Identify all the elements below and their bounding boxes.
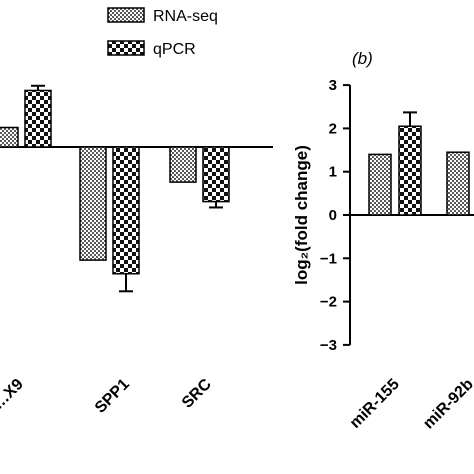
panel-b-y-tick-label: −2 xyxy=(320,294,337,311)
category-label-spp1: SPP1 xyxy=(92,376,133,417)
panel-b-chart: (b) log₂(fold change) 3 2 1 0 −1 −2 −3 miR-155… xyxy=(292,49,474,432)
bar-qpcr-spp1 xyxy=(112,146,140,275)
panel-b-y-tick-label: 2 xyxy=(329,120,337,137)
bar-qpcr-x9 xyxy=(24,89,52,148)
category-label-x9: …X9 xyxy=(0,376,27,413)
panel-b-y-tick-label: 0 xyxy=(329,207,337,224)
legend-label-rna-seq: RNA-seq xyxy=(153,8,218,25)
panel-b-y-tick-label: 1 xyxy=(329,164,337,181)
bar-rna-seq-spp1 xyxy=(79,146,107,261)
panel-b-y-tick-label: −1 xyxy=(320,250,337,267)
category-label-src: SRC xyxy=(179,375,215,411)
panel-b-y-tick-label: −3 xyxy=(320,337,337,354)
bar-qpcr-src xyxy=(202,146,230,203)
panel-b-label: (b) xyxy=(352,49,373,68)
panel-b-y-axis-title: log₂(fold change) xyxy=(292,145,311,285)
legend-label-qpcr: qPCR xyxy=(153,41,196,58)
category-label-mir-92b: miR-92b xyxy=(420,376,474,433)
panel-b-y-tick-label: 3 xyxy=(329,77,337,94)
panel-a-chart: …X9 SPP1 SRC xyxy=(0,84,273,417)
category-label-mir-155: miR-155 xyxy=(347,376,403,432)
legend-swatch-qpcr xyxy=(107,40,145,56)
bar-rna-seq-src xyxy=(169,146,197,183)
legend: RNA-seq qPCR xyxy=(107,7,218,58)
bar-rna-seq-x9 xyxy=(0,126,19,148)
legend-swatch-rna-seq xyxy=(107,7,145,23)
bar-rna-seq-mir-155 xyxy=(368,153,392,216)
bar-qpcr-mir-155 xyxy=(398,125,422,216)
bar-rna-seq-mir-92b xyxy=(446,151,470,216)
